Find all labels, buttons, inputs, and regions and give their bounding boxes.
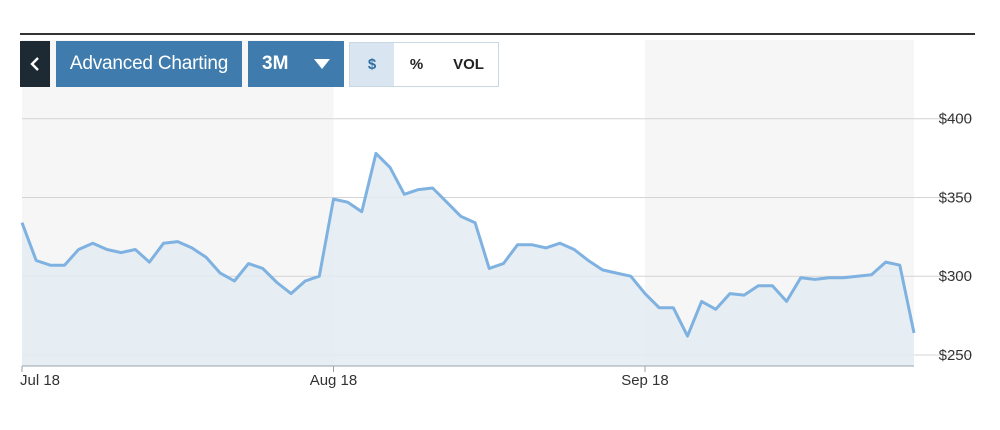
back-button[interactable] [20,41,50,87]
advanced-charting-button[interactable]: Advanced Charting [56,41,242,87]
x-tick-label: Jul 18 [20,372,60,389]
price-line [20,151,916,338]
y-tick-label: $350 [939,189,972,206]
x-tick-label: Sep 18 [621,372,669,389]
caret-down-icon [314,59,330,69]
range-select[interactable]: 3M [248,41,344,87]
dollar-toggle[interactable]: $ [349,42,395,87]
area-fill [22,153,914,366]
y-tick-label: $300 [939,268,972,285]
top-divider [20,33,975,35]
percent-toggle[interactable]: % [394,42,440,87]
y-tick-label: $400 [939,111,972,128]
x-tick-label: Aug 18 [310,372,358,389]
volume-toggle[interactable]: VOL [439,42,499,87]
y-tick-label: $250 [939,347,972,364]
chevron-left-icon [30,57,39,71]
range-label: 3M [262,53,289,74]
